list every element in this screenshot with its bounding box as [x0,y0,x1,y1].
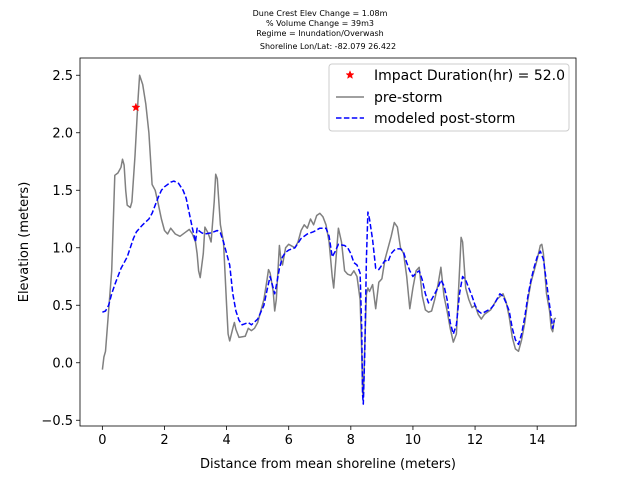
y-tick-label: 2.5 [52,69,73,84]
legend-label-post-storm: modeled post-storm [374,111,515,127]
y-tick-label: −0.5 [41,414,73,429]
chart-title: Dune Crest Elev Change = 1.08m % Volume … [253,9,396,51]
x-axis-label: Distance from mean shoreline (meters) [200,457,456,472]
title-line-regime: Regime = Inundation/Overwash [256,29,383,38]
x-tick-label: 12 [467,433,484,448]
title-line-volume: % Volume Change = 39m3 [266,19,374,28]
x-tick-label: 6 [285,433,293,448]
y-axis-label: Elevation (meters) [17,182,32,303]
y-axis-ticks: −0.5 0.0 0.5 1.0 1.5 2.0 2.5 [41,69,80,429]
y-tick-label: 2.0 [52,126,73,141]
impact-duration-marker [132,103,140,111]
x-axis-ticks: 0 2 4 6 8 10 12 14 [98,426,545,448]
x-tick-label: 8 [347,433,355,448]
x-tick-label: 0 [98,433,106,448]
y-tick-label: 1.5 [52,184,73,199]
title-line-crest: Dune Crest Elev Change = 1.08m [253,9,388,18]
x-tick-label: 2 [160,433,168,448]
post-storm-line [102,181,554,404]
x-tick-label: 10 [405,433,422,448]
y-tick-label: 1.0 [52,241,73,256]
legend: Impact Duration(hr) = 52.0 pre-storm mod… [329,64,569,131]
y-tick-label: 0.0 [52,356,73,371]
legend-label-impact-duration: Impact Duration(hr) = 52.0 [374,68,565,84]
x-tick-label: 4 [222,433,230,448]
title-line-shoreline: Shoreline Lon/Lat: -82.079 26.422 [260,42,396,51]
y-tick-label: 0.5 [52,299,73,314]
x-tick-label: 14 [529,433,546,448]
legend-label-pre-storm: pre-storm [374,90,443,106]
marker-layer [132,103,140,111]
